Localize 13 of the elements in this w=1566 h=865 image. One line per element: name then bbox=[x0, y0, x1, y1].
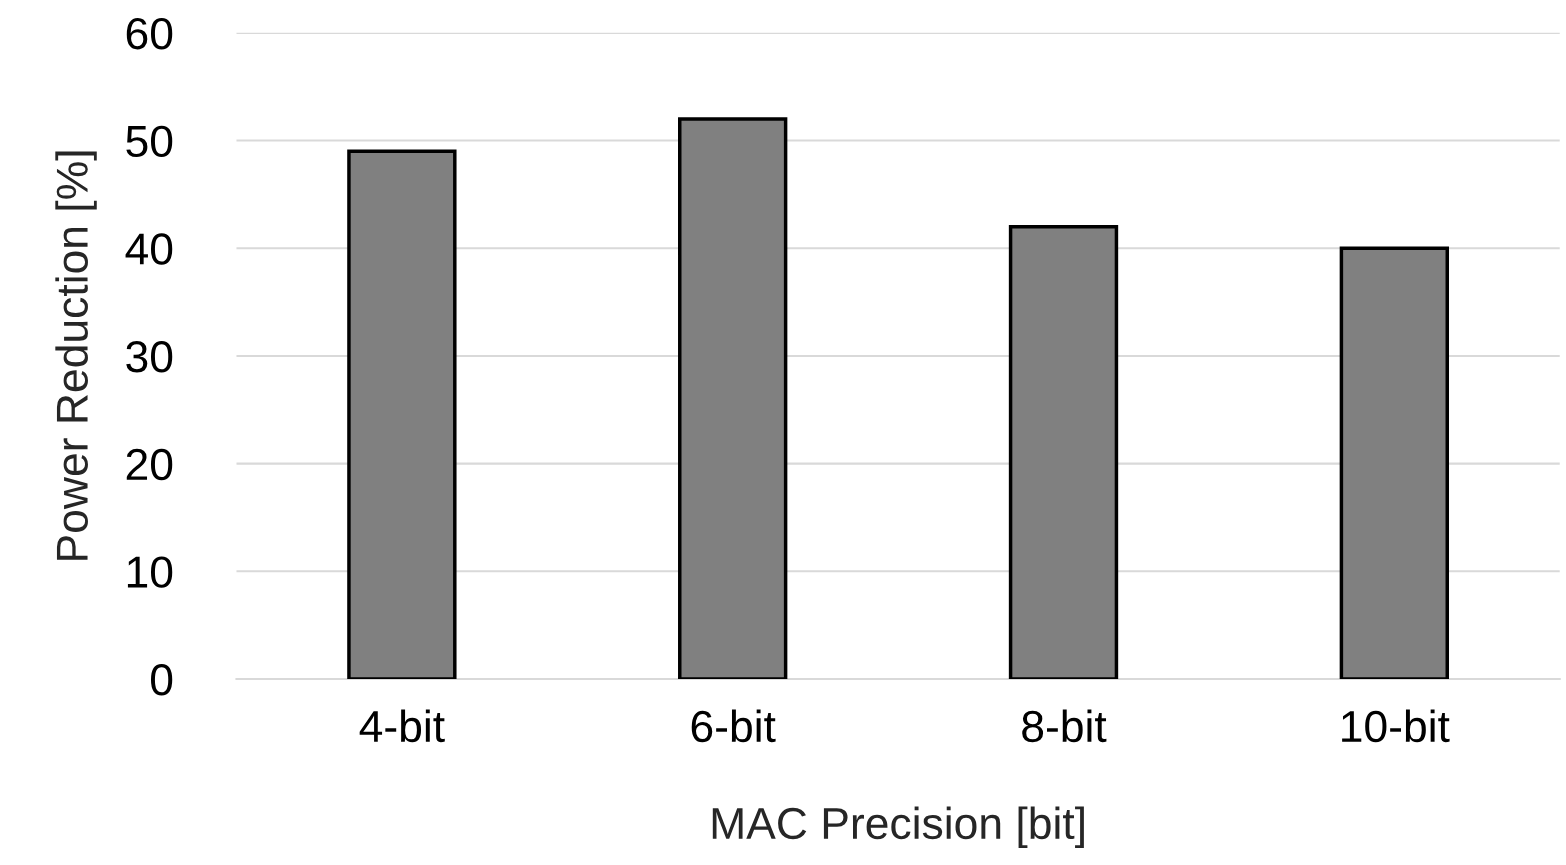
x-axis-title: MAC Precision [bit] bbox=[712, 806, 1084, 848]
x-tick-label: 6-bit bbox=[691, 709, 776, 743]
x-tick-label: 8-bit bbox=[1022, 709, 1107, 743]
y-tick-label: 40 bbox=[125, 233, 173, 265]
y-tick-label: 50 bbox=[126, 125, 173, 158]
y-tick-label: 30 bbox=[126, 341, 173, 373]
y-tick-label: 60 bbox=[126, 17, 173, 50]
x-tick-label: 10-bit bbox=[1342, 709, 1450, 743]
y-tick-label: 10 bbox=[127, 556, 173, 588]
y-tick-label: 0 bbox=[150, 664, 173, 696]
y-axis-title: Power Reduction [%] bbox=[55, 151, 97, 560]
y-tick-label: 20 bbox=[126, 448, 173, 481]
x-tick-label: 4-bit bbox=[359, 709, 445, 743]
